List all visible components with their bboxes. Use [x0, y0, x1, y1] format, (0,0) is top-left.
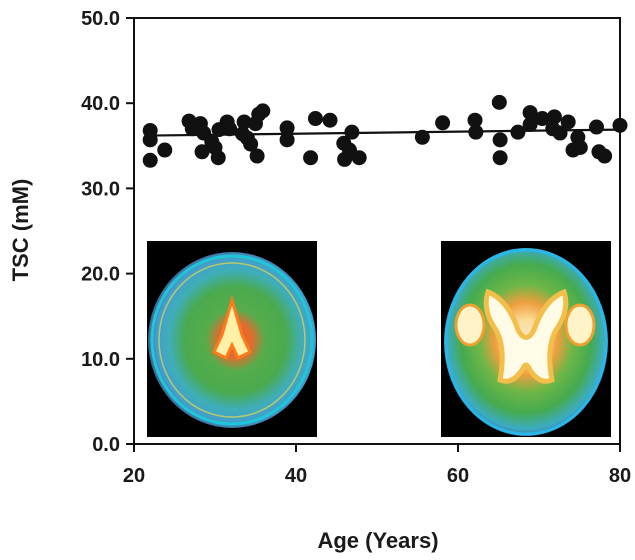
data-point — [351, 150, 367, 166]
data-point — [467, 112, 483, 128]
data-point — [492, 150, 508, 166]
data-point — [492, 132, 508, 148]
y-tick-label: 20.0 — [81, 264, 120, 286]
x-tick-label: 40 — [285, 465, 307, 487]
y-tick-label: 30.0 — [81, 178, 120, 200]
y-tick-label: 50.0 — [81, 8, 120, 30]
data-point — [194, 144, 210, 160]
data-point — [279, 120, 295, 136]
data-point — [322, 112, 338, 128]
data-point — [222, 121, 238, 137]
data-point — [307, 111, 323, 127]
data-point — [142, 132, 158, 148]
x-tick-label: 20 — [123, 465, 145, 487]
brain-scan-left — [147, 241, 317, 437]
data-point — [468, 124, 484, 140]
y-axis: 0.0 10.0 20.0 30.0 40.0 50.0 — [81, 8, 134, 456]
data-point — [279, 132, 295, 148]
data-point — [552, 125, 568, 141]
data-point — [210, 150, 226, 166]
data-point — [249, 148, 265, 164]
data-point — [157, 142, 173, 158]
data-point — [589, 119, 605, 135]
data-point — [560, 114, 576, 130]
y-axis-label: TSC (mM) — [8, 179, 33, 282]
data-point — [255, 103, 271, 119]
y-tick-label: 0.0 — [92, 434, 120, 456]
data-point — [572, 140, 588, 156]
y-tick-label: 10.0 — [81, 349, 120, 371]
x-axis: 20 40 60 80 — [123, 444, 631, 487]
x-axis-label: Age (Years) — [317, 528, 438, 553]
data-point — [344, 124, 360, 140]
data-points — [142, 94, 628, 168]
data-point — [612, 117, 628, 133]
data-point — [142, 152, 158, 168]
data-point — [414, 129, 430, 145]
data-point — [303, 150, 319, 166]
data-point — [236, 114, 252, 130]
data-point — [435, 115, 451, 131]
y-tick-label: 40.0 — [81, 93, 120, 115]
x-tick-label: 60 — [447, 465, 469, 487]
data-point — [510, 124, 526, 140]
data-point — [491, 94, 507, 110]
brain-scan-right — [441, 241, 611, 437]
x-tick-label: 80 — [609, 465, 631, 487]
data-point — [597, 148, 613, 164]
data-point — [522, 117, 538, 132]
data-point — [243, 136, 259, 152]
data-point — [546, 109, 562, 125]
data-point — [522, 105, 538, 121]
data-point — [534, 111, 550, 127]
